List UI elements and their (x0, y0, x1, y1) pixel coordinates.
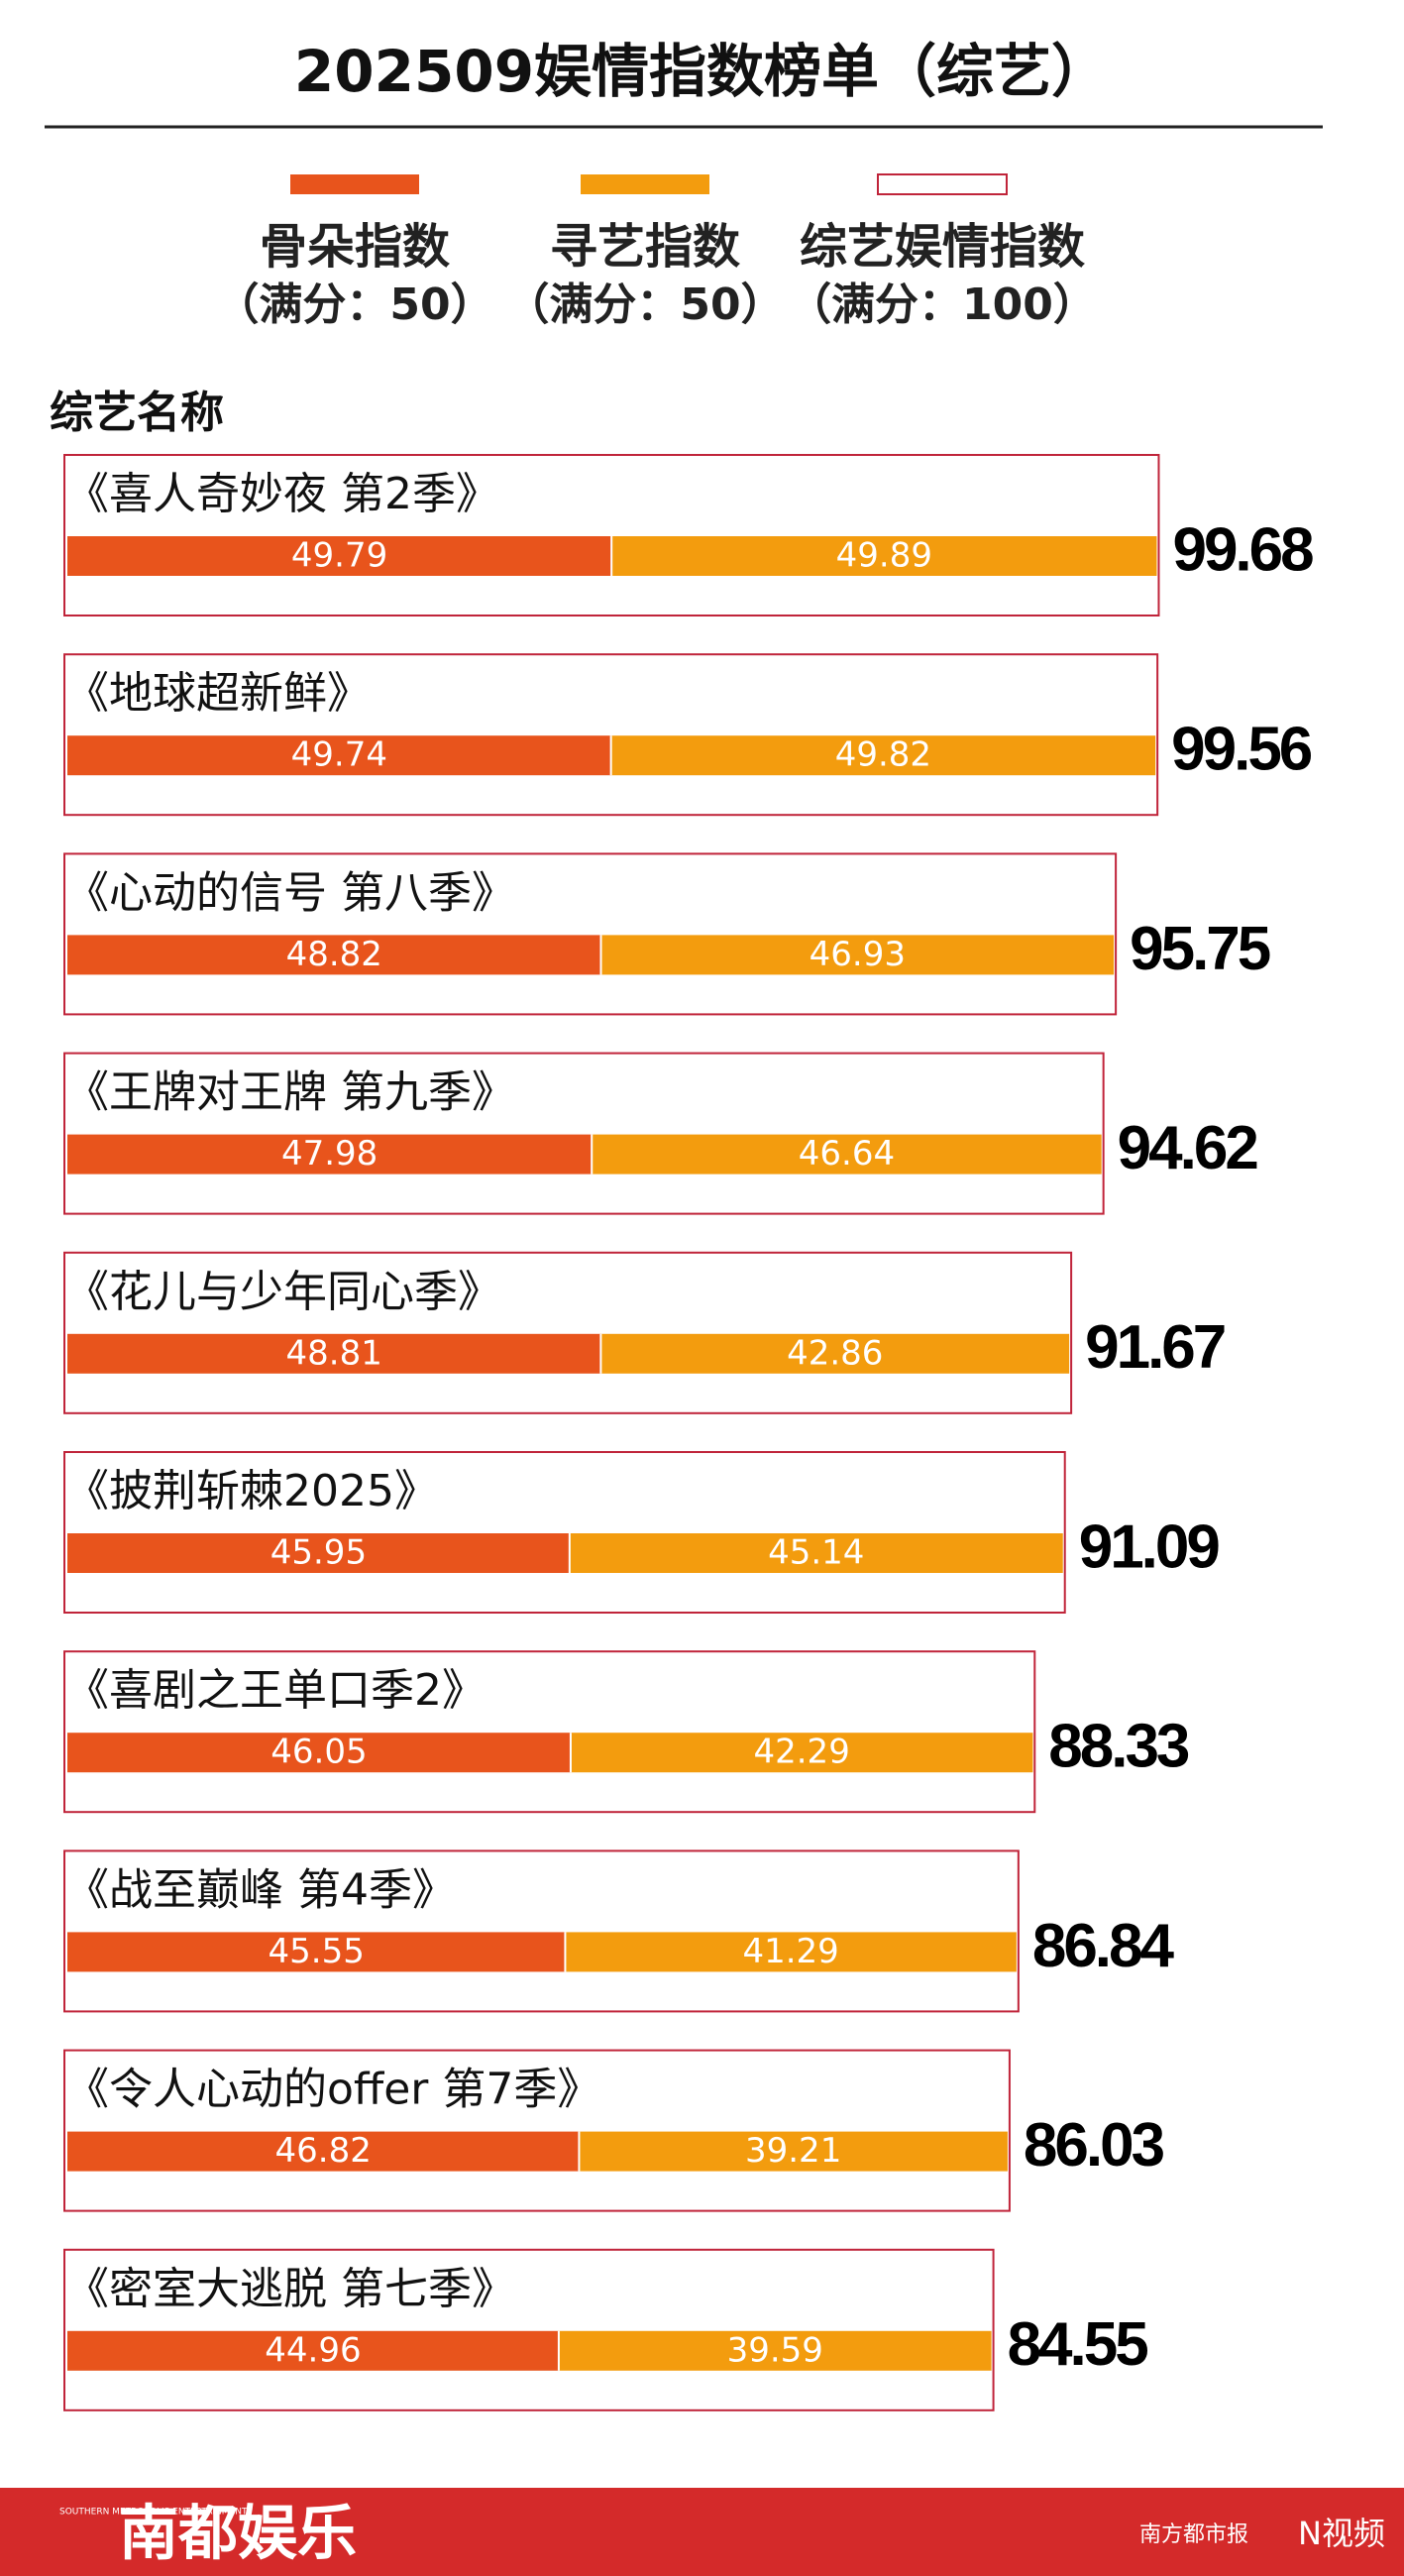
bar-value-label: 49.89 (836, 536, 932, 576)
legend-swatch (581, 174, 709, 194)
category-label: 《王牌对王牌 第九季》 (65, 1067, 515, 1118)
bar-segment (600, 935, 1115, 975)
bar-value-label: 46.64 (799, 1134, 895, 1174)
bar-value-label: 45.14 (768, 1533, 864, 1573)
category-label: 《喜剧之王单口季2》 (65, 1665, 486, 1716)
legend-note: （满分：50） (215, 280, 493, 330)
category-label: 《心动的信号 第八季》 (65, 867, 515, 918)
total-value-label: 88.33 (1048, 1713, 1189, 1781)
category-label: 《地球超新鲜》 (65, 668, 371, 719)
total-box (63, 653, 1159, 817)
bar-segment (610, 735, 1156, 776)
bar-segment (67, 1932, 566, 1972)
total-value-label: 91.09 (1079, 1512, 1220, 1581)
legend-label: 骨朵指数 (260, 219, 450, 275)
total-box (63, 2248, 995, 2411)
category-label: 《战至巅峰 第4季》 (65, 1864, 456, 1915)
total-value-label: 99.56 (1171, 716, 1312, 784)
bar-segment (600, 1333, 1070, 1374)
category-label: 《花儿与少年同心季》 (65, 1267, 501, 1317)
category-label: 《令人心动的offer 第7季》 (65, 2065, 600, 2115)
total-value-label: 86.84 (1032, 1912, 1175, 1980)
bar-value-label: 46.05 (270, 1733, 367, 1772)
bar-value-label: 47.98 (281, 1134, 378, 1174)
bar-segment (67, 2131, 580, 2172)
legend-swatch (290, 174, 419, 194)
total-box (63, 1251, 1073, 1414)
category-heading: 综艺名称 (50, 388, 224, 438)
total-box (63, 454, 1160, 616)
bar-segment (67, 1333, 601, 1374)
total-value-label: 86.03 (1024, 2111, 1164, 2180)
total-value-label: 99.68 (1172, 515, 1313, 584)
bar-segment (67, 735, 611, 776)
bar-value-label: 48.82 (286, 935, 382, 974)
bar-segment (592, 1134, 1102, 1175)
bar-value-label: 41.29 (742, 1932, 838, 1971)
bar-segment (579, 2131, 1008, 2172)
legend-label: 寻艺指数 (550, 219, 740, 275)
bar-segment (570, 1733, 1033, 1773)
bar-value-label: 44.96 (265, 2330, 361, 2370)
total-value-label: 84.55 (1008, 2310, 1148, 2379)
category-label: 《披荆斩棘2025》 (65, 1466, 438, 1516)
footer-brand-en: SOUTHERN METROPOLIS ENTERTAINMENT (59, 2508, 248, 2518)
bar-segment (565, 1932, 1017, 1972)
legend-note: （满分：50） (505, 280, 784, 330)
bar-segment (558, 2330, 992, 2371)
bar-value-label: 46.93 (810, 935, 906, 974)
footer-band (0, 2488, 1404, 2576)
total-value-label: 94.62 (1118, 1114, 1257, 1182)
legend-swatch (877, 173, 1008, 195)
bar-value-label: 48.81 (286, 1333, 382, 1373)
bar-value-label: 45.55 (269, 1932, 365, 1971)
legend-label: 综艺娱情指数 (800, 219, 1085, 275)
category-label: 《喜人奇妙夜 第2季》 (65, 469, 499, 519)
bar-segment (67, 935, 601, 975)
total-box (63, 1052, 1105, 1215)
bar-value-label: 42.29 (753, 1733, 849, 1772)
bar-value-label: 42.86 (787, 1333, 883, 1373)
total-box (63, 1650, 1036, 1814)
total-box (63, 1849, 1020, 2013)
bar-segment (67, 536, 612, 576)
footer-logo: 南方都市报 (1139, 2522, 1248, 2547)
footer-logo: N视频 (1298, 2515, 1385, 2552)
total-box (63, 852, 1118, 1016)
category-label: 《密室大逃脱 第七季》 (65, 2264, 515, 2314)
bar-segment (67, 1533, 570, 1573)
bar-value-label: 45.95 (270, 1533, 367, 1573)
bar-segment (67, 1134, 593, 1175)
bar-value-label: 39.21 (745, 2131, 841, 2171)
bar-segment (67, 2330, 559, 2371)
bar-segment (67, 1733, 571, 1773)
chart-title: 202509娱情指数榜单（综艺） (294, 38, 1109, 105)
total-value-label: 91.67 (1085, 1313, 1225, 1382)
legend-note: （满分：100） (788, 280, 1097, 330)
bar-segment (569, 1533, 1063, 1573)
bar-value-label: 39.59 (727, 2330, 823, 2370)
bar-value-label: 46.82 (275, 2131, 372, 2171)
bar-value-label: 49.74 (291, 735, 387, 775)
total-box (63, 2049, 1011, 2212)
bar-value-label: 49.79 (291, 536, 387, 576)
total-box (63, 1451, 1066, 1614)
bar-value-label: 49.82 (835, 735, 931, 775)
bar-segment (611, 536, 1157, 576)
total-value-label: 95.75 (1130, 915, 1270, 983)
footer-brand: 南都娱乐 (119, 2500, 357, 2569)
